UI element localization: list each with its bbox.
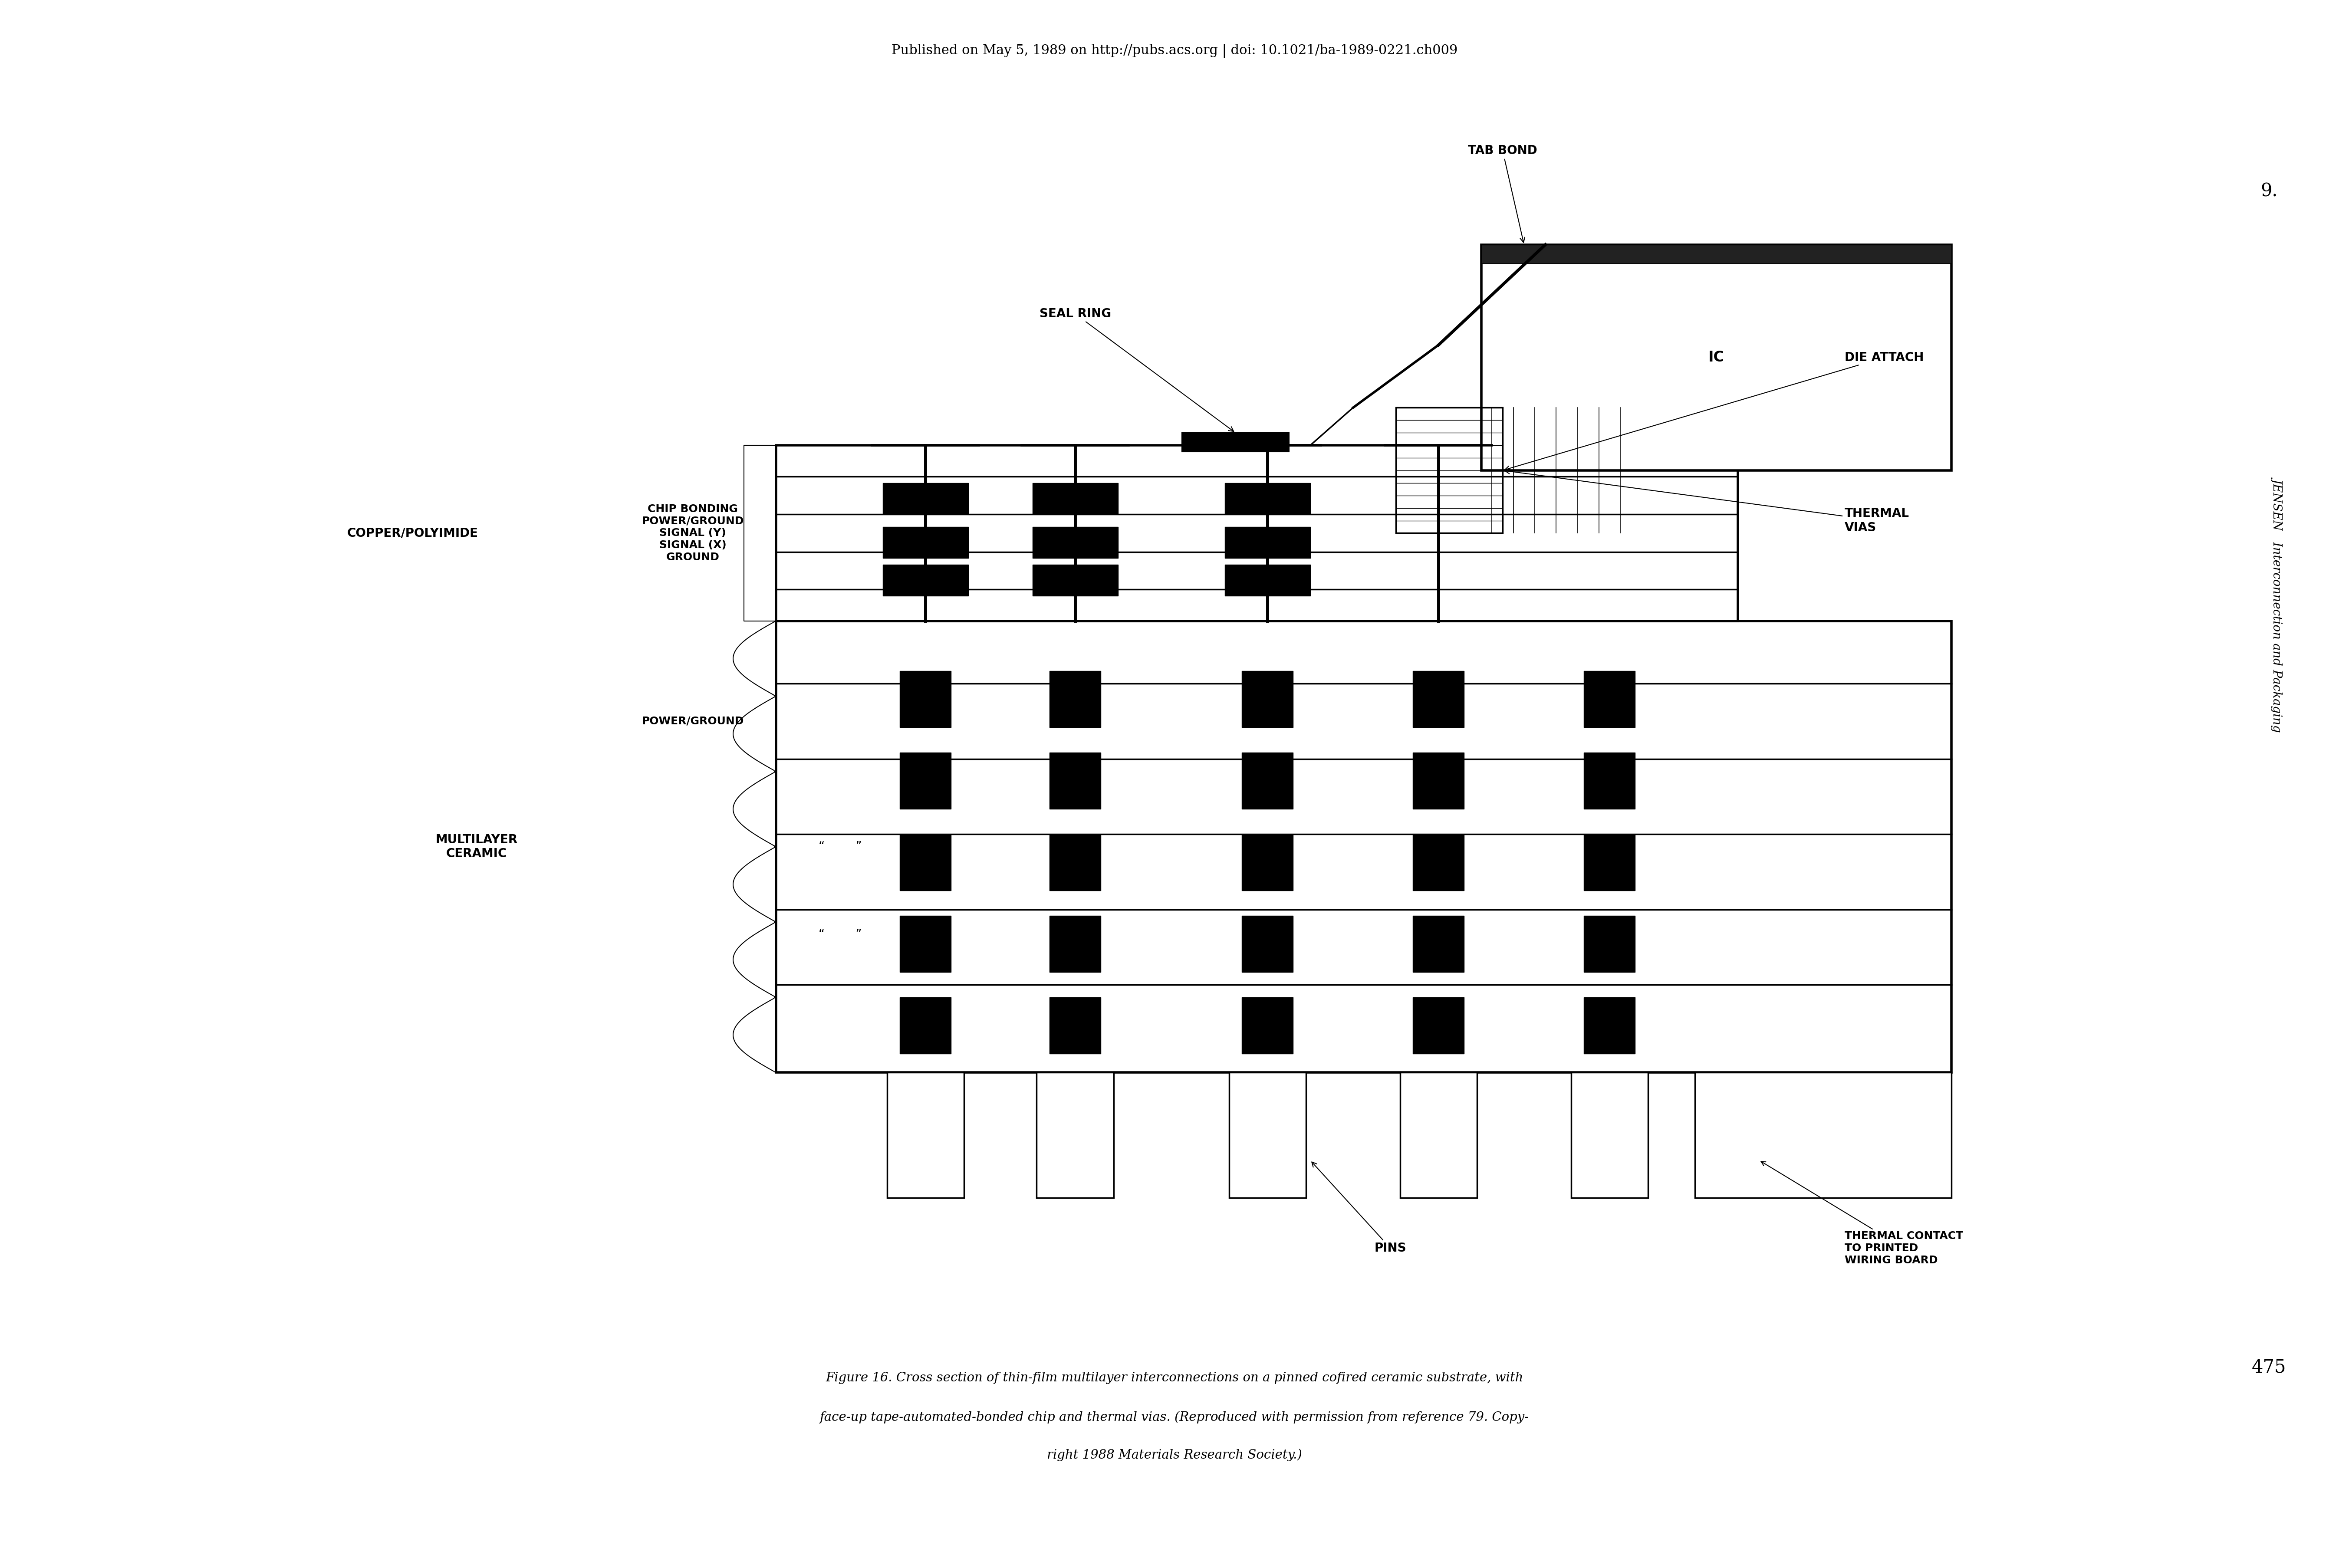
Bar [1034,527,1118,558]
Bar [900,834,951,891]
Bar [900,916,951,972]
Text: CHIP BONDING
POWER/GROUND
SIGNAL (Y)
SIGNAL (X)
GROUND: CHIP BONDING POWER/GROUND SIGNAL (Y) SIG… [641,503,745,563]
Bar [888,1073,963,1198]
Bar [1034,483,1118,514]
Bar [1412,834,1463,891]
Text: TAB BOND: TAB BOND [1468,144,1536,243]
Text: 9.: 9. [2260,182,2279,201]
Bar [900,997,951,1054]
Bar [1583,916,1635,972]
Bar [1243,753,1294,809]
Bar [1050,753,1102,809]
Text: POWER/GROUND: POWER/GROUND [641,717,745,726]
Text: MULTILAYER
CERAMIC: MULTILAYER CERAMIC [435,834,517,859]
Text: THERMAL
VIAS: THERMAL VIAS [1506,469,1910,533]
Text: “        ”: “ ” [820,840,862,853]
Bar [1482,245,1952,263]
Bar [1243,916,1294,972]
Bar [1583,753,1635,809]
Text: PINS: PINS [1311,1162,1407,1254]
Bar [1482,245,1952,470]
Bar [775,445,1738,621]
Bar [1036,1073,1113,1198]
Bar [1050,671,1102,728]
Text: IC: IC [1708,350,1724,365]
Bar [1224,564,1311,596]
Text: face-up tape-automated-bonded chip and thermal vias. (Reproduced with permission: face-up tape-automated-bonded chip and t… [820,1411,1529,1424]
Bar [883,527,968,558]
Text: Figure 16. Cross section of thin-film multilayer interconnections on a pinned co: Figure 16. Cross section of thin-film mu… [824,1372,1525,1385]
Text: JENSEN   Interconnection and Packaging: JENSEN Interconnection and Packaging [2274,477,2283,731]
Bar [1412,916,1463,972]
Bar [883,483,968,514]
Bar [1571,1073,1649,1198]
Text: THERMAL CONTACT
TO PRINTED
WIRING BOARD: THERMAL CONTACT TO PRINTED WIRING BOARD [1762,1162,1964,1265]
Bar [1224,483,1311,514]
Bar [1224,527,1311,558]
Bar [900,671,951,728]
Text: SEAL RING: SEAL RING [1038,307,1233,431]
Bar [1050,916,1102,972]
Bar [1412,671,1463,728]
Bar [1583,834,1635,891]
Bar [1182,433,1290,452]
Bar [1050,997,1102,1054]
Bar [1400,1073,1478,1198]
Bar [775,621,1952,1073]
Text: Published on May 5, 1989 on http://pubs.acs.org | doi: 10.1021/ba-1989-0221.ch00: Published on May 5, 1989 on http://pubs.… [893,44,1456,58]
Bar [1583,671,1635,728]
Text: 475: 475 [2253,1358,2286,1377]
Text: DIE ATTACH: DIE ATTACH [1506,351,1924,470]
Text: COPPER/POLYIMIDE: COPPER/POLYIMIDE [348,527,479,539]
Bar [1229,1073,1306,1198]
Text: “        ”: “ ” [820,928,862,941]
Text: right 1988 Materials Research Society.): right 1988 Materials Research Society.) [1048,1449,1301,1461]
Bar [1412,997,1463,1054]
Bar [1243,834,1294,891]
Bar [1696,1073,1952,1198]
Bar [1050,834,1102,891]
Bar [1243,671,1294,728]
Bar [1243,997,1294,1054]
Bar [883,564,968,596]
Bar [1412,753,1463,809]
Bar [1395,408,1503,533]
Bar [1583,997,1635,1054]
Bar [900,753,951,809]
Bar [1034,564,1118,596]
